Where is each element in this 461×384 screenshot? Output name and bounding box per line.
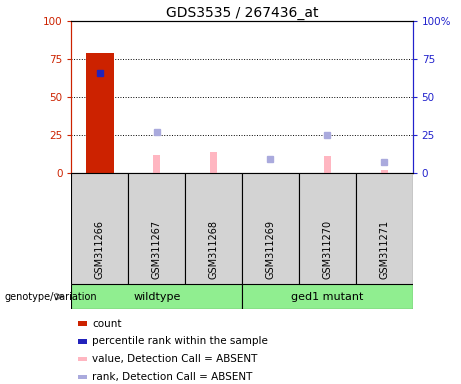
Bar xyxy=(78,339,87,344)
Bar xyxy=(185,173,242,284)
Bar xyxy=(210,152,217,173)
Text: percentile rank within the sample: percentile rank within the sample xyxy=(92,336,268,346)
Text: GSM311266: GSM311266 xyxy=(95,220,105,279)
Bar xyxy=(78,321,87,326)
Bar xyxy=(381,170,388,173)
Bar xyxy=(299,173,356,284)
Bar xyxy=(86,53,114,173)
Text: GSM311270: GSM311270 xyxy=(322,220,332,279)
Text: value, Detection Call = ABSENT: value, Detection Call = ABSENT xyxy=(92,354,257,364)
Bar xyxy=(71,173,128,284)
Bar xyxy=(154,155,160,173)
Title: GDS3535 / 267436_at: GDS3535 / 267436_at xyxy=(166,6,318,20)
Bar xyxy=(242,284,413,309)
Bar xyxy=(128,173,185,284)
Bar xyxy=(71,284,242,309)
Bar xyxy=(242,173,299,284)
Text: rank, Detection Call = ABSENT: rank, Detection Call = ABSENT xyxy=(92,372,252,382)
Text: GSM311271: GSM311271 xyxy=(379,220,389,279)
Text: count: count xyxy=(92,319,121,329)
Bar xyxy=(78,357,87,361)
Text: ged1 mutant: ged1 mutant xyxy=(291,291,363,302)
Text: genotype/variation: genotype/variation xyxy=(5,291,97,302)
Bar xyxy=(324,156,331,173)
Text: GSM311269: GSM311269 xyxy=(266,220,276,279)
Text: wildtype: wildtype xyxy=(133,291,180,302)
Bar xyxy=(78,375,87,379)
Text: GSM311267: GSM311267 xyxy=(152,220,162,279)
Bar xyxy=(356,173,413,284)
Text: GSM311268: GSM311268 xyxy=(208,220,219,279)
